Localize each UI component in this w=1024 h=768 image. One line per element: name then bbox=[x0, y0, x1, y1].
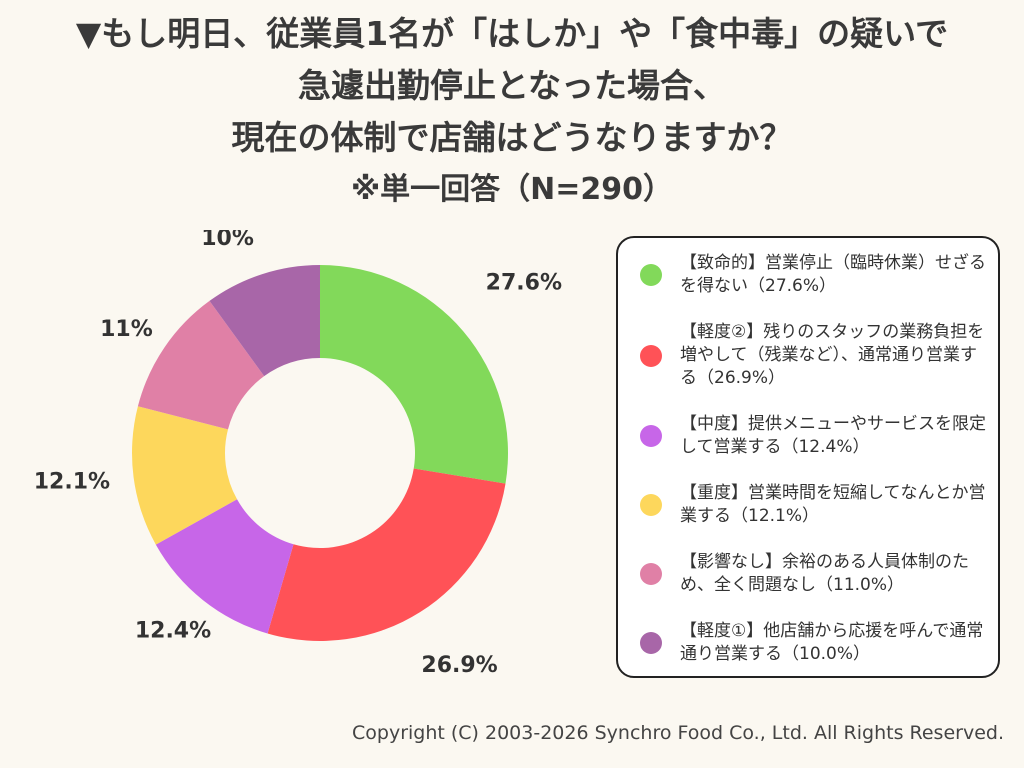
slice-label-5: 11% bbox=[100, 317, 153, 342]
legend-label: 【軽度②】残りのスタッフの業務負担を増やして（残業など）、通常通り営業する（26… bbox=[680, 322, 985, 388]
legend-label: 【中度】提供メニューやサービスを限定して営業する（12.4%） bbox=[680, 414, 986, 457]
slice-label-3: 12.4% bbox=[135, 618, 211, 643]
donut-slice-2 bbox=[267, 468, 506, 641]
legend-label: 【軽度①】他店舗から応援を呼んで通常通り営業する（10.0%） bbox=[680, 621, 984, 664]
chart-title: ▼もし明日、従業員1名が「はしか」や「食中毒」の疑いで 急遽出勤停止となった場合… bbox=[0, 8, 1024, 216]
legend-item-5: 【影響なし】余裕のある人員体制のため、全く問題なし（11.0%） bbox=[640, 551, 990, 597]
slice-label-4: 12.1% bbox=[34, 469, 110, 494]
legend-marker bbox=[640, 494, 662, 516]
legend-label: 【致命的】営業停止（臨時休業）せざるを得ない（27.6%） bbox=[680, 253, 986, 296]
chart-legend: 【致命的】営業停止（臨時休業）せざるを得ない（27.6%） 【軽度②】残りのスタッ… bbox=[616, 236, 1000, 678]
legend-marker bbox=[640, 425, 662, 447]
slice-label-1: 27.6% bbox=[486, 270, 562, 295]
legend-marker bbox=[640, 632, 662, 654]
title-line-1: ▼もし明日、従業員1名が「はしか」や「食中毒」の疑いで bbox=[75, 14, 949, 53]
chart-subtitle: ※単一回答（N=290） bbox=[350, 172, 674, 207]
copyright-text: Copyright (C) 2003-2026 Synchro Food Co.… bbox=[352, 722, 1004, 744]
slice-label-6: 10% bbox=[201, 230, 254, 251]
legend-marker bbox=[640, 264, 662, 286]
legend-label: 【重度】営業時間を短縮してなんとか営業する（12.1%） bbox=[680, 483, 986, 526]
title-line-3: 現在の体制で店舗はどうなりますか？ bbox=[231, 118, 793, 157]
slice-label-2: 26.9% bbox=[421, 653, 497, 678]
legend-label: 【影響なし】余裕のある人員体制のため、全く問題なし（11.0%） bbox=[680, 552, 969, 595]
legend-item-2: 【軽度②】残りのスタッフの業務負担を増やして（残業など）、通常通り営業する（26… bbox=[640, 321, 990, 390]
legend-item-4: 【重度】営業時間を短縮してなんとか営業する（12.1%） bbox=[640, 482, 990, 528]
legend-item-3: 【中度】提供メニューやサービスを限定して営業する（12.4%） bbox=[640, 413, 990, 459]
donut-slice-6 bbox=[209, 265, 320, 377]
legend-marker bbox=[640, 563, 662, 585]
legend-item-1: 【致命的】営業停止（臨時休業）せざるを得ない（27.6%） bbox=[640, 252, 990, 298]
donut-slice-4 bbox=[132, 406, 238, 545]
legend-marker bbox=[640, 344, 662, 367]
legend-item-6: 【軽度①】他店舗から応援を呼んで通常通り営業する（10.0%） bbox=[640, 620, 990, 666]
donut-slice-5 bbox=[137, 300, 265, 430]
donut-slice-1 bbox=[320, 265, 508, 484]
title-line-2: 急遽出勤停止となった場合、 bbox=[297, 66, 726, 105]
donut-chart: 27.6% 26.9% 12.4% 12.1% 11% 10% bbox=[34, 230, 562, 678]
donut-slice-3 bbox=[155, 499, 294, 634]
